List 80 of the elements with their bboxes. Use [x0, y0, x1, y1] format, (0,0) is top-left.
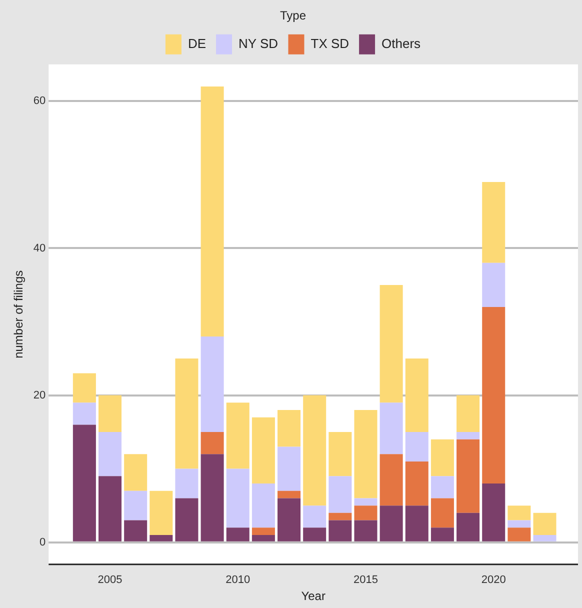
bar	[456, 512, 480, 542]
y-tick-label: 0	[40, 536, 46, 548]
bar	[200, 86, 224, 336]
x-tick-label: 2015	[354, 574, 378, 586]
bar	[278, 446, 301, 491]
bar	[430, 528, 454, 542]
bar	[303, 506, 326, 528]
bar	[226, 528, 250, 542]
bar	[72, 424, 96, 542]
x-tick-label: 2020	[481, 574, 506, 586]
bar	[252, 534, 275, 542]
bar	[533, 512, 556, 535]
bar	[226, 468, 250, 528]
bar	[354, 410, 378, 498]
bar	[380, 402, 403, 454]
bar	[252, 484, 275, 528]
bar	[72, 402, 96, 425]
bar	[482, 307, 506, 484]
bar	[303, 528, 326, 542]
bar	[72, 373, 96, 403]
bar	[98, 432, 122, 476]
bar	[98, 395, 122, 432]
x-tick-label: 2010	[226, 574, 250, 586]
bar	[380, 284, 403, 403]
bar	[175, 358, 198, 469]
x-tick-label: 2005	[98, 574, 122, 586]
bar	[430, 439, 454, 476]
bar	[430, 498, 454, 528]
bar	[456, 432, 480, 440]
bar	[98, 476, 122, 542]
bar	[328, 512, 352, 520]
bar	[405, 358, 428, 432]
bar	[405, 506, 428, 542]
bar	[150, 490, 173, 535]
bar	[252, 528, 275, 535]
bar	[200, 432, 224, 454]
bar	[124, 520, 148, 542]
legend-label: DE	[188, 36, 206, 51]
bar	[124, 490, 148, 520]
legend-label: TX SD	[310, 36, 350, 51]
bar	[508, 506, 531, 520]
bar	[456, 439, 480, 513]
bar	[124, 454, 148, 491]
bar	[328, 476, 352, 513]
bar	[456, 395, 480, 432]
bar	[482, 182, 506, 263]
bar	[303, 395, 326, 506]
bar	[354, 506, 378, 520]
bar	[354, 520, 378, 542]
bar	[226, 402, 250, 469]
legend-label: NY SD	[238, 36, 278, 51]
bar	[200, 454, 224, 542]
y-tick-label: 20	[33, 389, 46, 402]
bar	[482, 262, 506, 308]
bar	[405, 461, 428, 506]
y-axis-title: number of filings	[12, 270, 26, 358]
bar	[278, 410, 301, 447]
bar	[405, 432, 428, 462]
bar	[430, 476, 454, 498]
bar	[508, 520, 531, 528]
bar	[175, 468, 198, 498]
bar	[200, 336, 224, 432]
y-tick-label: 60	[33, 95, 46, 108]
bar	[508, 528, 531, 542]
bar	[482, 484, 506, 542]
bar	[175, 498, 198, 542]
bar	[380, 454, 403, 506]
bar	[278, 490, 301, 498]
bar	[328, 432, 352, 476]
y-tick-label: 40	[33, 242, 46, 254]
bar	[328, 520, 352, 542]
x-axis-title: Year	[301, 589, 326, 604]
bar	[354, 498, 378, 506]
bar	[150, 534, 173, 542]
legend-title: Type	[280, 8, 306, 22]
bar	[252, 417, 275, 484]
bar	[380, 506, 403, 542]
bar	[533, 534, 556, 542]
legend-label: Others	[382, 36, 422, 51]
bar	[278, 498, 301, 542]
